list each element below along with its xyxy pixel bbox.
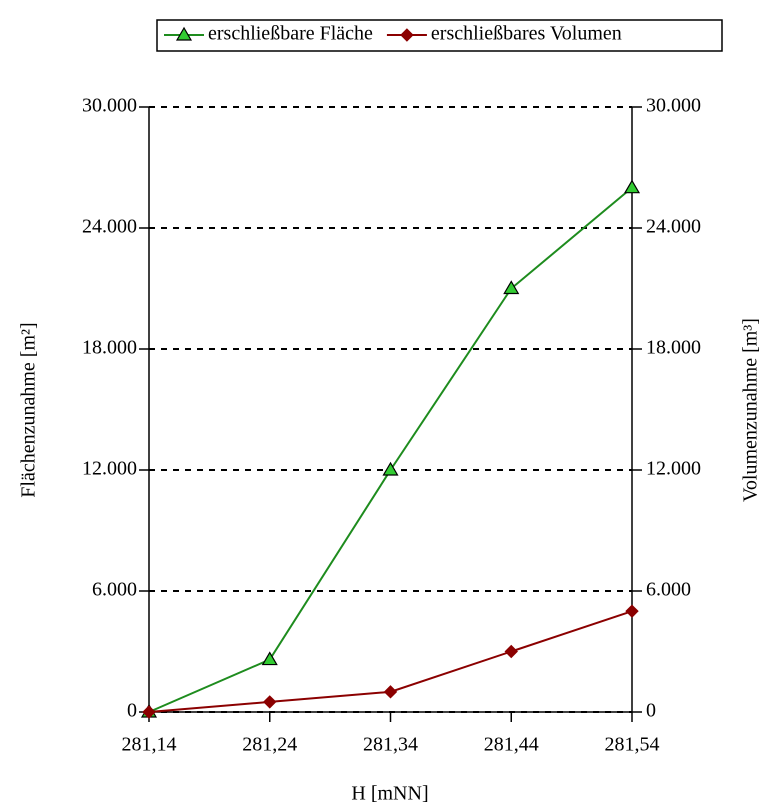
data-point: [503, 280, 520, 295]
y2-tick-label: 0: [646, 700, 656, 722]
y-tick-label: 6.000: [92, 579, 137, 601]
legend-label: erschließbares Volumen: [431, 23, 622, 45]
data-point: [504, 644, 518, 659]
y2-tick-label: 24.000: [646, 216, 701, 238]
x-tick-label: 281,14: [122, 734, 177, 756]
data-point: [625, 604, 639, 618]
y-tick-label: 30.000: [82, 95, 137, 117]
x-tick-label: 281,44: [484, 734, 539, 756]
x-tick-label: 281,24: [242, 734, 297, 756]
y2-tick-label: 12.000: [646, 458, 701, 480]
y2-tick-label: 18.000: [646, 337, 701, 359]
y2-axis-label: Volumenzunahme [m³]: [740, 318, 762, 502]
y2-tick-label: 30.000: [646, 95, 701, 117]
data-point: [383, 685, 398, 699]
legend-box: [156, 19, 723, 52]
x-tick-label: 281,54: [605, 734, 660, 756]
data-point: [263, 695, 277, 709]
data-point: [623, 179, 641, 194]
series-line: [148, 186, 633, 713]
x-axis-label: H [mNN]: [351, 783, 428, 805]
legend-marker: [175, 26, 193, 41]
data-point: [142, 705, 156, 719]
y-tick-label: 24.000: [82, 216, 137, 238]
y-axis-label: Flächenzunahme [m²]: [18, 322, 40, 497]
legend-label: erschließbare Fläche: [208, 23, 373, 45]
y2-tick-label: 6.000: [646, 579, 691, 601]
y-tick-label: 0: [127, 700, 137, 722]
data-point: [382, 461, 399, 476]
y-tick-label: 18.000: [82, 337, 137, 359]
y-tick-label: 12.000: [82, 458, 137, 480]
data-point: [261, 651, 278, 666]
legend-marker: [400, 28, 414, 42]
x-tick-label: 281,34: [363, 734, 418, 756]
